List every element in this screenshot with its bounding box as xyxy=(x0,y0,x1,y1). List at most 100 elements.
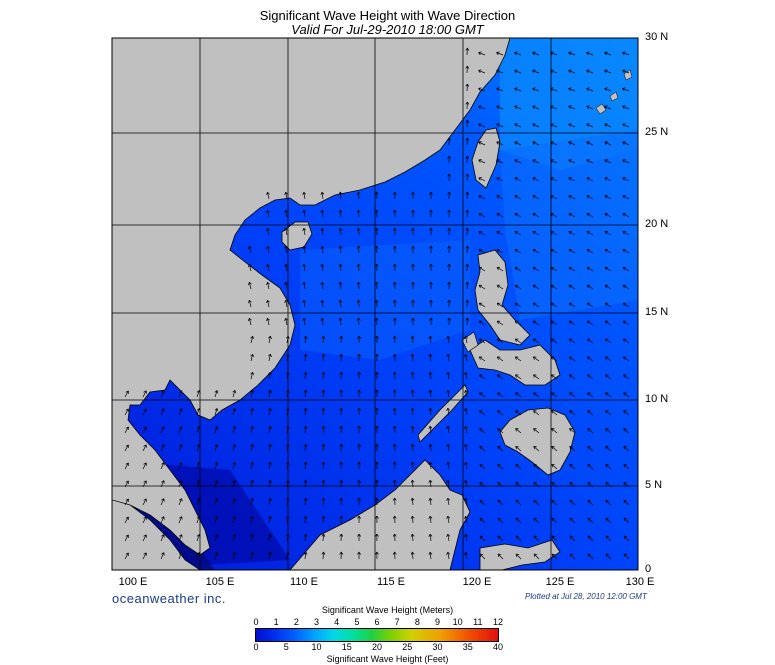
wave-arrow xyxy=(411,407,414,416)
wave-arrow xyxy=(533,410,540,416)
wave-arrow-head xyxy=(341,425,344,429)
wave-arrow-head xyxy=(394,551,397,555)
wave-arrow-head xyxy=(604,69,608,71)
wave-arrow xyxy=(551,446,558,452)
wave-arrow-head xyxy=(532,106,535,109)
wave-arrow-head xyxy=(429,245,432,249)
wave-arrow-head xyxy=(447,263,450,267)
wave-arrow xyxy=(339,317,342,326)
wave-arrow xyxy=(515,410,522,416)
wave-arrow-head xyxy=(305,425,308,429)
wave-arrow xyxy=(605,374,612,380)
wave-arrow-head xyxy=(533,428,535,432)
wave-arrow-head xyxy=(586,106,589,109)
wave-arrow-head xyxy=(125,498,129,501)
wave-arrow-head xyxy=(533,410,535,414)
wave-arrow-head xyxy=(234,498,237,502)
wave-arrow-head xyxy=(515,517,519,520)
wave-arrow xyxy=(622,159,630,164)
wave-arrow-head xyxy=(446,353,449,358)
wave-arrow-head xyxy=(250,533,253,537)
wave-arrow-head xyxy=(496,70,499,74)
wave-arrow-head xyxy=(464,426,466,430)
wave-arrow-head xyxy=(341,353,344,357)
wave-arrow-head xyxy=(412,371,415,375)
wave-arrow xyxy=(568,284,576,290)
wave-arrow-head xyxy=(496,213,499,217)
wave-arrow-head xyxy=(448,299,452,303)
feet-tick-label: 0 xyxy=(253,642,259,652)
wave-arrow-head xyxy=(305,461,308,465)
wave-arrow-head xyxy=(321,245,325,249)
wave-arrow-head xyxy=(267,281,270,285)
wave-arrow-head xyxy=(376,533,379,537)
wave-arrow-head xyxy=(586,302,589,307)
wave-arrow-head xyxy=(532,69,536,71)
wave-arrow-head xyxy=(320,245,323,249)
wave-arrow-head xyxy=(232,444,236,447)
wave-arrow-head xyxy=(214,390,218,393)
wave-arrow-head xyxy=(232,408,236,411)
wave-arrow-head xyxy=(447,515,451,519)
wave-arrow xyxy=(304,372,307,380)
wave-arrow-head xyxy=(533,392,535,396)
wave-arrow-head xyxy=(339,479,342,483)
wave-arrow xyxy=(479,446,486,452)
wave-arrow-head xyxy=(411,281,414,285)
wave-arrow xyxy=(496,195,504,200)
wave-arrow xyxy=(622,105,630,110)
wave-arrow-head xyxy=(465,335,468,339)
wave-arrow-head xyxy=(394,389,397,393)
wave-arrow xyxy=(322,551,324,560)
wave-arrow xyxy=(322,461,324,470)
wave-arrow xyxy=(533,446,540,452)
wave-arrow-head xyxy=(604,141,607,145)
wave-arrow-head xyxy=(285,209,288,213)
wave-arrow-head xyxy=(178,444,182,447)
wave-arrow xyxy=(479,553,486,560)
wave-arrow-head xyxy=(447,479,451,483)
wave-arrow xyxy=(268,462,271,470)
wave-arrow-head xyxy=(447,137,450,141)
wave-arrow-head xyxy=(357,533,360,537)
wave-arrow-head xyxy=(622,338,625,342)
wave-arrow-head xyxy=(284,263,287,268)
wave-arrow xyxy=(551,517,558,524)
wave-arrow-head xyxy=(305,533,308,537)
wave-arrow xyxy=(124,552,129,560)
wave-arrow-head xyxy=(356,191,359,195)
wave-arrow-head xyxy=(478,52,481,56)
lat-label-30n: 30 N xyxy=(645,31,669,43)
wave-arrow-head xyxy=(392,425,395,429)
wave-arrow xyxy=(447,336,450,344)
wave-arrow-head xyxy=(285,281,288,285)
wave-arrow-head xyxy=(496,51,500,53)
wave-arrow xyxy=(532,195,540,200)
wave-arrow-head xyxy=(429,389,433,393)
wave-arrow xyxy=(605,392,612,398)
wave-arrow-head xyxy=(429,299,432,303)
wave-arrow xyxy=(339,281,342,290)
wave-arrow-head xyxy=(392,227,396,231)
wave-arrow-head xyxy=(478,87,482,89)
wave-arrow-head xyxy=(465,425,468,429)
wave-arrow-head xyxy=(412,551,415,555)
wave-arrow-head xyxy=(376,335,379,339)
wave-arrow-head xyxy=(248,300,250,304)
wave-arrow-head xyxy=(305,479,308,483)
wave-arrow-head xyxy=(305,443,308,447)
wave-arrow-head xyxy=(428,407,431,411)
wave-arrow xyxy=(479,428,486,434)
wave-arrow xyxy=(285,300,288,308)
wave-arrow-head xyxy=(497,481,501,484)
wave-arrow-head xyxy=(323,443,326,447)
wave-arrow xyxy=(496,105,504,110)
wave-arrow-head xyxy=(248,282,250,286)
wave-arrow-head xyxy=(464,372,466,376)
wave-arrow-head xyxy=(623,446,627,448)
wave-arrow xyxy=(304,426,307,434)
wave-arrow-head xyxy=(181,498,183,502)
wave-arrow xyxy=(586,195,594,200)
wave-arrow-head xyxy=(467,263,470,267)
wave-arrow-head xyxy=(358,533,361,537)
